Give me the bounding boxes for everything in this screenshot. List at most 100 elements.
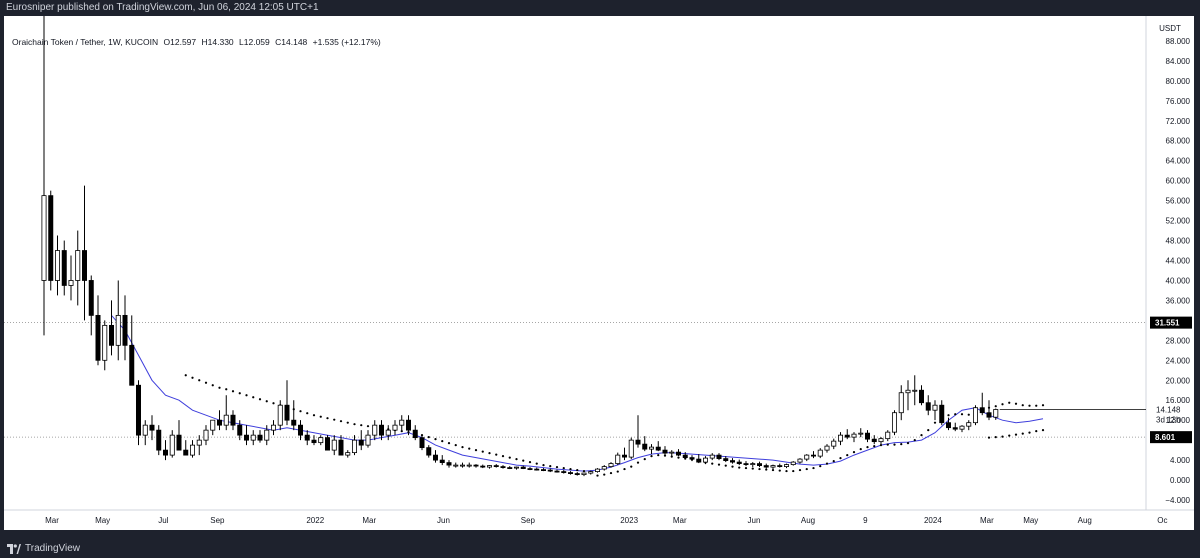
candle-body xyxy=(122,314,128,346)
price-axis-tick: 16.000 xyxy=(1166,396,1191,405)
candle-body xyxy=(844,434,850,438)
time-axis-label: Mar xyxy=(45,516,59,525)
candle-body xyxy=(527,468,533,470)
stop-dot xyxy=(717,463,721,466)
stop-dot xyxy=(603,473,606,476)
candle-body xyxy=(966,422,972,427)
candle-body xyxy=(473,464,479,467)
candle-body xyxy=(770,465,776,468)
price-axis-tick: 68.000 xyxy=(1166,137,1191,146)
stop-dot xyxy=(447,442,451,445)
price-axis-tick: 36.000 xyxy=(1166,296,1191,305)
candle-body xyxy=(95,314,101,361)
candle-body xyxy=(588,471,594,474)
stop-dot xyxy=(744,466,748,470)
candle-body xyxy=(351,439,357,454)
candle-body xyxy=(426,447,432,456)
stop-dot xyxy=(839,457,842,460)
candle-body xyxy=(156,429,162,451)
time-axis-label: Jul xyxy=(158,516,168,525)
stop-dot xyxy=(900,443,903,446)
candle-body xyxy=(257,434,263,441)
candlestick-chart[interactable]: USDT 88.000 84.000 80.000 76.000 72.000 68.000… xyxy=(4,6,1194,530)
candle-body xyxy=(925,402,931,411)
stop-dot xyxy=(987,436,991,439)
time-axis-label: Mar xyxy=(980,516,994,525)
time-axis-label: 9 xyxy=(863,516,868,525)
candle-body xyxy=(419,437,425,449)
stop-dot xyxy=(677,456,680,459)
stop-dot xyxy=(441,440,444,443)
stop-dot xyxy=(650,455,653,458)
candle-body xyxy=(811,454,817,457)
price-axis-tick: 44.000 xyxy=(1166,257,1191,266)
stop-dot xyxy=(555,465,559,469)
candle-body xyxy=(378,424,384,436)
candle-body xyxy=(169,434,175,456)
candle-body xyxy=(331,439,337,451)
candle-body xyxy=(203,429,209,441)
candle-body xyxy=(736,461,742,464)
candle-body xyxy=(291,419,297,426)
stop-dot xyxy=(765,468,768,471)
stop-dot xyxy=(738,466,741,469)
candle-body xyxy=(628,439,634,458)
price-axis-tick: 80.000 xyxy=(1166,77,1191,86)
tradingview-brand: TradingView xyxy=(25,543,81,554)
stop-dot xyxy=(474,449,478,452)
candle-body xyxy=(561,471,567,473)
stop-dot xyxy=(333,418,336,421)
level-low-label: 8.601 xyxy=(1155,433,1176,442)
stop-dot xyxy=(184,374,187,377)
candle-body xyxy=(439,459,445,463)
price-axis-tick: 28.000 xyxy=(1166,336,1191,345)
stop-dot xyxy=(852,451,856,454)
candle-body xyxy=(952,427,958,430)
stop-dot xyxy=(231,390,235,393)
stop-dot xyxy=(272,402,275,405)
candle-body xyxy=(703,457,709,463)
stop-dot xyxy=(859,448,862,451)
candle-body xyxy=(979,407,985,414)
stop-dot xyxy=(434,438,437,441)
stop-dot xyxy=(306,412,309,415)
chart-area[interactable]: USDT 88.000 84.000 80.000 76.000 72.000 68.000… xyxy=(4,6,1194,530)
candle-body xyxy=(777,465,783,467)
candle-body xyxy=(493,465,499,467)
time-axis-label: 2024 xyxy=(924,516,942,525)
stop-dot xyxy=(832,459,835,463)
legend-high: H14.330 xyxy=(201,37,234,47)
stop-dot xyxy=(252,396,255,399)
stop-dot xyxy=(265,400,268,403)
publish-header: Eurosniper published on TradingView.com,… xyxy=(0,0,1200,16)
candle-body xyxy=(129,344,135,386)
candle-body xyxy=(183,449,189,456)
candle-body xyxy=(615,454,621,464)
candle-body xyxy=(993,409,999,418)
time-axis-label: Mar xyxy=(362,516,376,525)
tradingview-logo-icon[interactable] xyxy=(7,543,21,555)
candle-body xyxy=(689,457,695,460)
candle-body xyxy=(939,404,945,424)
candle-body xyxy=(763,465,769,468)
time-axis-label: Sep xyxy=(210,516,225,525)
candle-body xyxy=(608,463,614,467)
stop-dot xyxy=(913,439,916,442)
candle-body xyxy=(885,431,891,440)
time-axis-label: Jun xyxy=(748,516,761,525)
legend-symbol: Oraichain Token / Tether, 1W, KUCOIN xyxy=(12,37,159,47)
price-axis-tick: 56.000 xyxy=(1166,197,1191,206)
stop-dot xyxy=(778,469,781,472)
stop-dot xyxy=(211,384,214,387)
candle-body xyxy=(338,439,344,456)
candle-body xyxy=(480,465,486,468)
candle-body xyxy=(237,424,243,436)
stop-dot xyxy=(339,420,343,423)
stop-dot xyxy=(326,417,329,420)
candle-body xyxy=(250,434,256,441)
candle-body xyxy=(709,454,715,459)
level-high-label-box xyxy=(1150,316,1192,329)
price-axis-currency: USDT xyxy=(1159,24,1181,33)
stop-dot xyxy=(947,414,950,417)
candle-body xyxy=(919,389,925,404)
